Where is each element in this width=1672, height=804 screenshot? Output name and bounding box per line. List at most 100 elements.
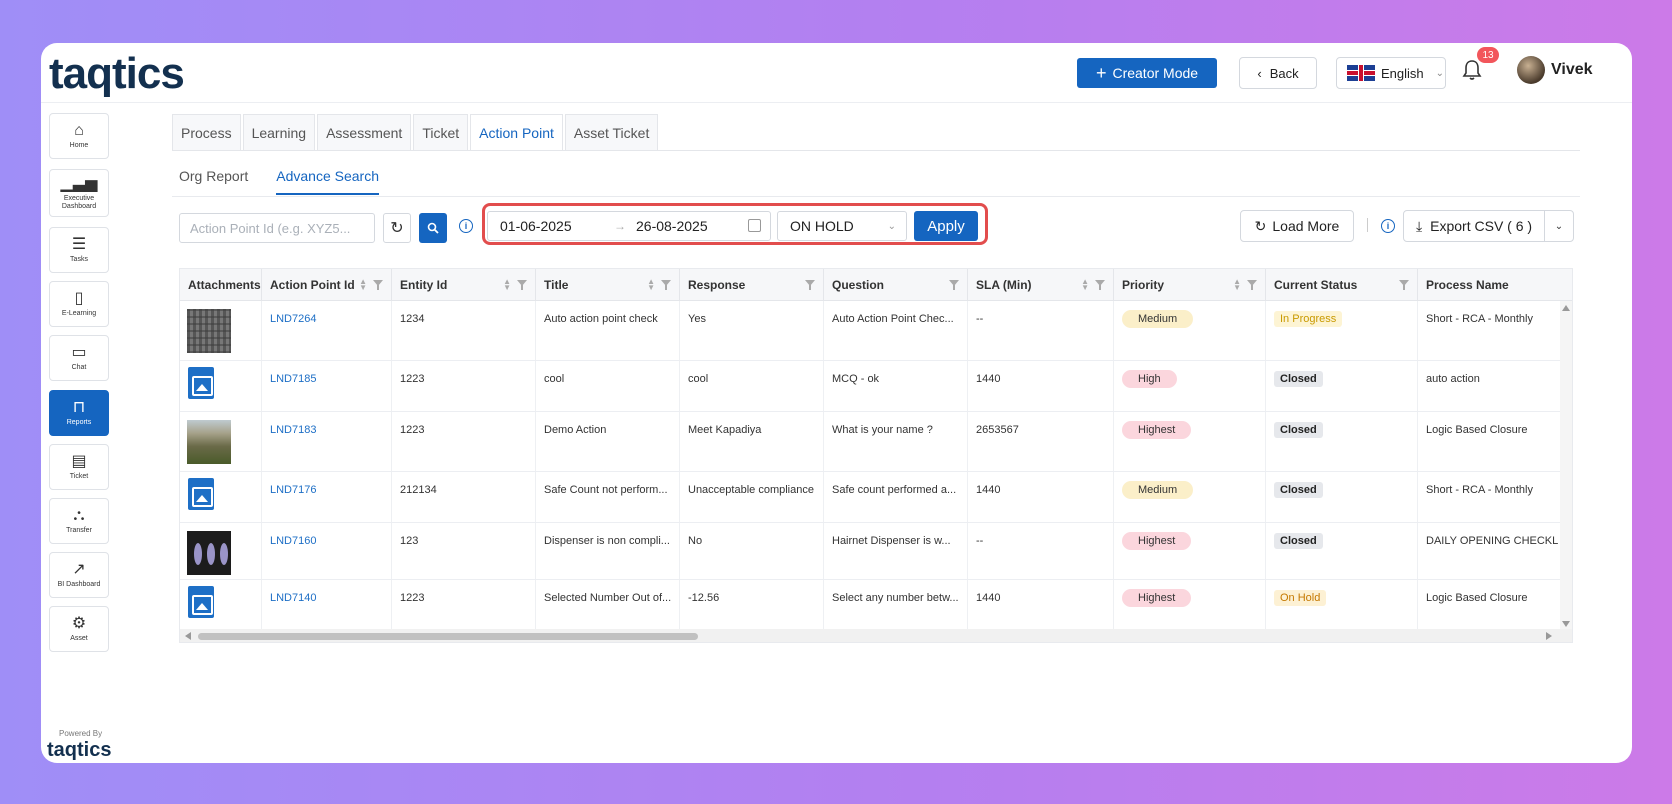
sidebar-item-asset[interactable]: ⚙ Asset: [49, 606, 109, 652]
language-select[interactable]: English ⌄: [1336, 57, 1446, 89]
load-more-button[interactable]: ↻ Load More: [1240, 210, 1354, 242]
subtab-org-report[interactable]: Org Report: [179, 168, 249, 184]
image-file-icon[interactable]: [188, 478, 214, 510]
back-button[interactable]: ‹ Back: [1239, 57, 1317, 89]
chevron-left-icon: ‹: [1257, 65, 1262, 81]
entity-id-cell: 123: [392, 523, 536, 579]
status-badge: Closed: [1274, 422, 1323, 438]
process-name-cell: Logic Based Closure: [1418, 412, 1572, 471]
scroll-left-icon[interactable]: [185, 632, 191, 640]
table-row[interactable]: LND7176 212134 Safe Count not perform...…: [180, 472, 1572, 523]
refresh-button[interactable]: ↻: [383, 213, 411, 243]
transfer-icon: ⛬: [73, 507, 85, 524]
sidebar-item-ticket[interactable]: ▤ Ticket: [49, 444, 109, 490]
book-icon: ▯: [74, 290, 84, 307]
info-icon[interactable]: i: [459, 219, 473, 233]
action-point-id-link[interactable]: LND7264: [262, 301, 392, 360]
language-label: English: [1381, 65, 1424, 81]
bell-icon[interactable]: [1462, 59, 1488, 85]
tab-ticket[interactable]: Ticket: [413, 114, 469, 151]
column-header-entity-id[interactable]: Entity Id ▲ ▼: [392, 269, 536, 301]
question-cell: Auto Action Point Chec...: [824, 301, 968, 360]
export-dropdown-button[interactable]: ⌄: [1544, 210, 1574, 242]
search-button[interactable]: [419, 213, 447, 243]
entity-id-cell: 1234: [392, 301, 536, 360]
sidebar-item-reports[interactable]: ⊓ Reports: [49, 390, 109, 436]
sort-icon: ▲ ▼: [1233, 277, 1241, 292]
user-avatar[interactable]: [1517, 56, 1545, 84]
tab-assessment[interactable]: Assessment: [317, 114, 412, 151]
export-info-icon[interactable]: i: [1381, 219, 1395, 233]
sidebar-item-chat[interactable]: ▭ Chat: [49, 335, 109, 381]
tab-action-point[interactable]: Action Point: [470, 114, 563, 151]
date-to[interactable]: 26-08-2025: [636, 218, 708, 234]
tab-asset-ticket[interactable]: Asset Ticket: [564, 114, 659, 151]
attachment-thumbnail[interactable]: [187, 309, 231, 353]
status-badge: In Progress: [1274, 311, 1343, 327]
sidebar-item-home[interactable]: ⌂ Home: [49, 113, 109, 159]
table-row[interactable]: LND7264 1234 Auto action point check Yes…: [180, 301, 1572, 361]
column-header-process-name[interactable]: Process Name: [1418, 269, 1572, 301]
date-from[interactable]: 01-06-2025: [500, 218, 572, 234]
action-point-id-link[interactable]: LND7140: [262, 580, 392, 630]
column-header-title[interactable]: Title ▲ ▼: [536, 269, 680, 301]
column-header-question[interactable]: Question: [824, 269, 968, 301]
taqtics-logo[interactable]: taqtics: [49, 49, 185, 98]
action-point-id-link[interactable]: LND7183: [262, 412, 392, 471]
column-header-action-point-id[interactable]: Action Point Id ▲ ▼: [262, 269, 392, 301]
table-row[interactable]: LND7140 1223 Selected Number Out of... -…: [180, 580, 1572, 630]
column-header-priority[interactable]: Priority ▲ ▼: [1114, 269, 1266, 301]
column-header-current-status[interactable]: Current Status: [1266, 269, 1418, 301]
filter-icon: [1095, 280, 1105, 290]
table-row[interactable]: LND7183 1223 Demo Action Meet Kapadiya W…: [180, 412, 1572, 472]
scroll-up-icon[interactable]: [1562, 305, 1570, 311]
tab-learning[interactable]: Learning: [242, 114, 316, 151]
sidebar-item-transfer[interactable]: ⛬ Transfer: [49, 498, 109, 544]
sort-icon: ▲ ▼: [1081, 277, 1089, 292]
subtab-advance-search[interactable]: Advance Search: [276, 168, 379, 195]
export-csv-button[interactable]: ⤓ Export CSV ( 6 ): [1403, 210, 1545, 242]
scroll-right-icon[interactable]: [1546, 632, 1552, 640]
vertical-scrollbar[interactable]: [1560, 301, 1572, 629]
sla-cell: 1440: [968, 472, 1114, 522]
process-name-cell: auto action: [1418, 361, 1572, 411]
table-row[interactable]: LND7160 123 Dispenser is non compli... N…: [180, 523, 1572, 580]
action-point-id-link[interactable]: LND7160: [262, 523, 392, 579]
sidebar-item-e-learning[interactable]: ▯ E-Learning: [49, 281, 109, 327]
tab-process[interactable]: Process: [172, 114, 241, 151]
image-file-icon[interactable]: [188, 586, 214, 618]
download-icon: ⤓: [1415, 217, 1423, 234]
user-name[interactable]: Vivek: [1551, 61, 1593, 78]
column-header-response[interactable]: Response: [680, 269, 824, 301]
status-select[interactable]: ON HOLD ⌄: [777, 211, 907, 241]
title-cell: Selected Number Out of...: [536, 580, 680, 630]
sidebar-item-bi-dashboard[interactable]: ↗ BI Dashboard: [49, 552, 109, 598]
sidebar-item-tasks[interactable]: ☰ Tasks: [49, 227, 109, 273]
sub-tabs: Org Report Advance Search: [179, 168, 379, 195]
column-header-sla[interactable]: SLA (Min) ▲ ▼: [968, 269, 1114, 301]
attachment-thumbnail[interactable]: [187, 531, 231, 575]
creator-mode-button[interactable]: + Creator Mode: [1077, 58, 1217, 88]
filter-icon: [949, 280, 959, 290]
action-point-search-input[interactable]: [179, 213, 375, 243]
priority-badge: Highest: [1122, 421, 1192, 439]
home-icon: ⌂: [74, 122, 84, 139]
table-row[interactable]: LND7185 1223 cool cool MCQ - ok 1440 Hig…: [180, 361, 1572, 412]
action-point-id-link[interactable]: LND7185: [262, 361, 392, 411]
horizontal-scrollbar[interactable]: [180, 629, 1572, 642]
apply-button[interactable]: Apply: [914, 211, 978, 241]
scroll-down-icon[interactable]: [1562, 621, 1570, 627]
plus-icon: +: [1095, 63, 1107, 83]
filter-icon: [661, 280, 671, 290]
action-point-id-link[interactable]: LND7176: [262, 472, 392, 522]
title-cell: Auto action point check: [536, 301, 680, 360]
attachment-thumbnail[interactable]: [187, 420, 231, 464]
process-name-cell: Short - RCA - Monthly: [1418, 472, 1572, 522]
sidebar-item-executive-dashboard[interactable]: ▁▃▅ Executive Dashboard: [49, 169, 109, 217]
chevron-down-icon: ⌄: [1435, 67, 1445, 79]
ticket-icon: ▤: [71, 453, 87, 470]
table-header: Attachments Action Point Id ▲ ▼ Entity Id ▲…: [180, 269, 1572, 301]
scrollbar-thumb[interactable]: [198, 633, 698, 640]
date-range-picker[interactable]: 01-06-2025 → 26-08-2025: [487, 211, 771, 241]
image-file-icon[interactable]: [188, 367, 214, 399]
